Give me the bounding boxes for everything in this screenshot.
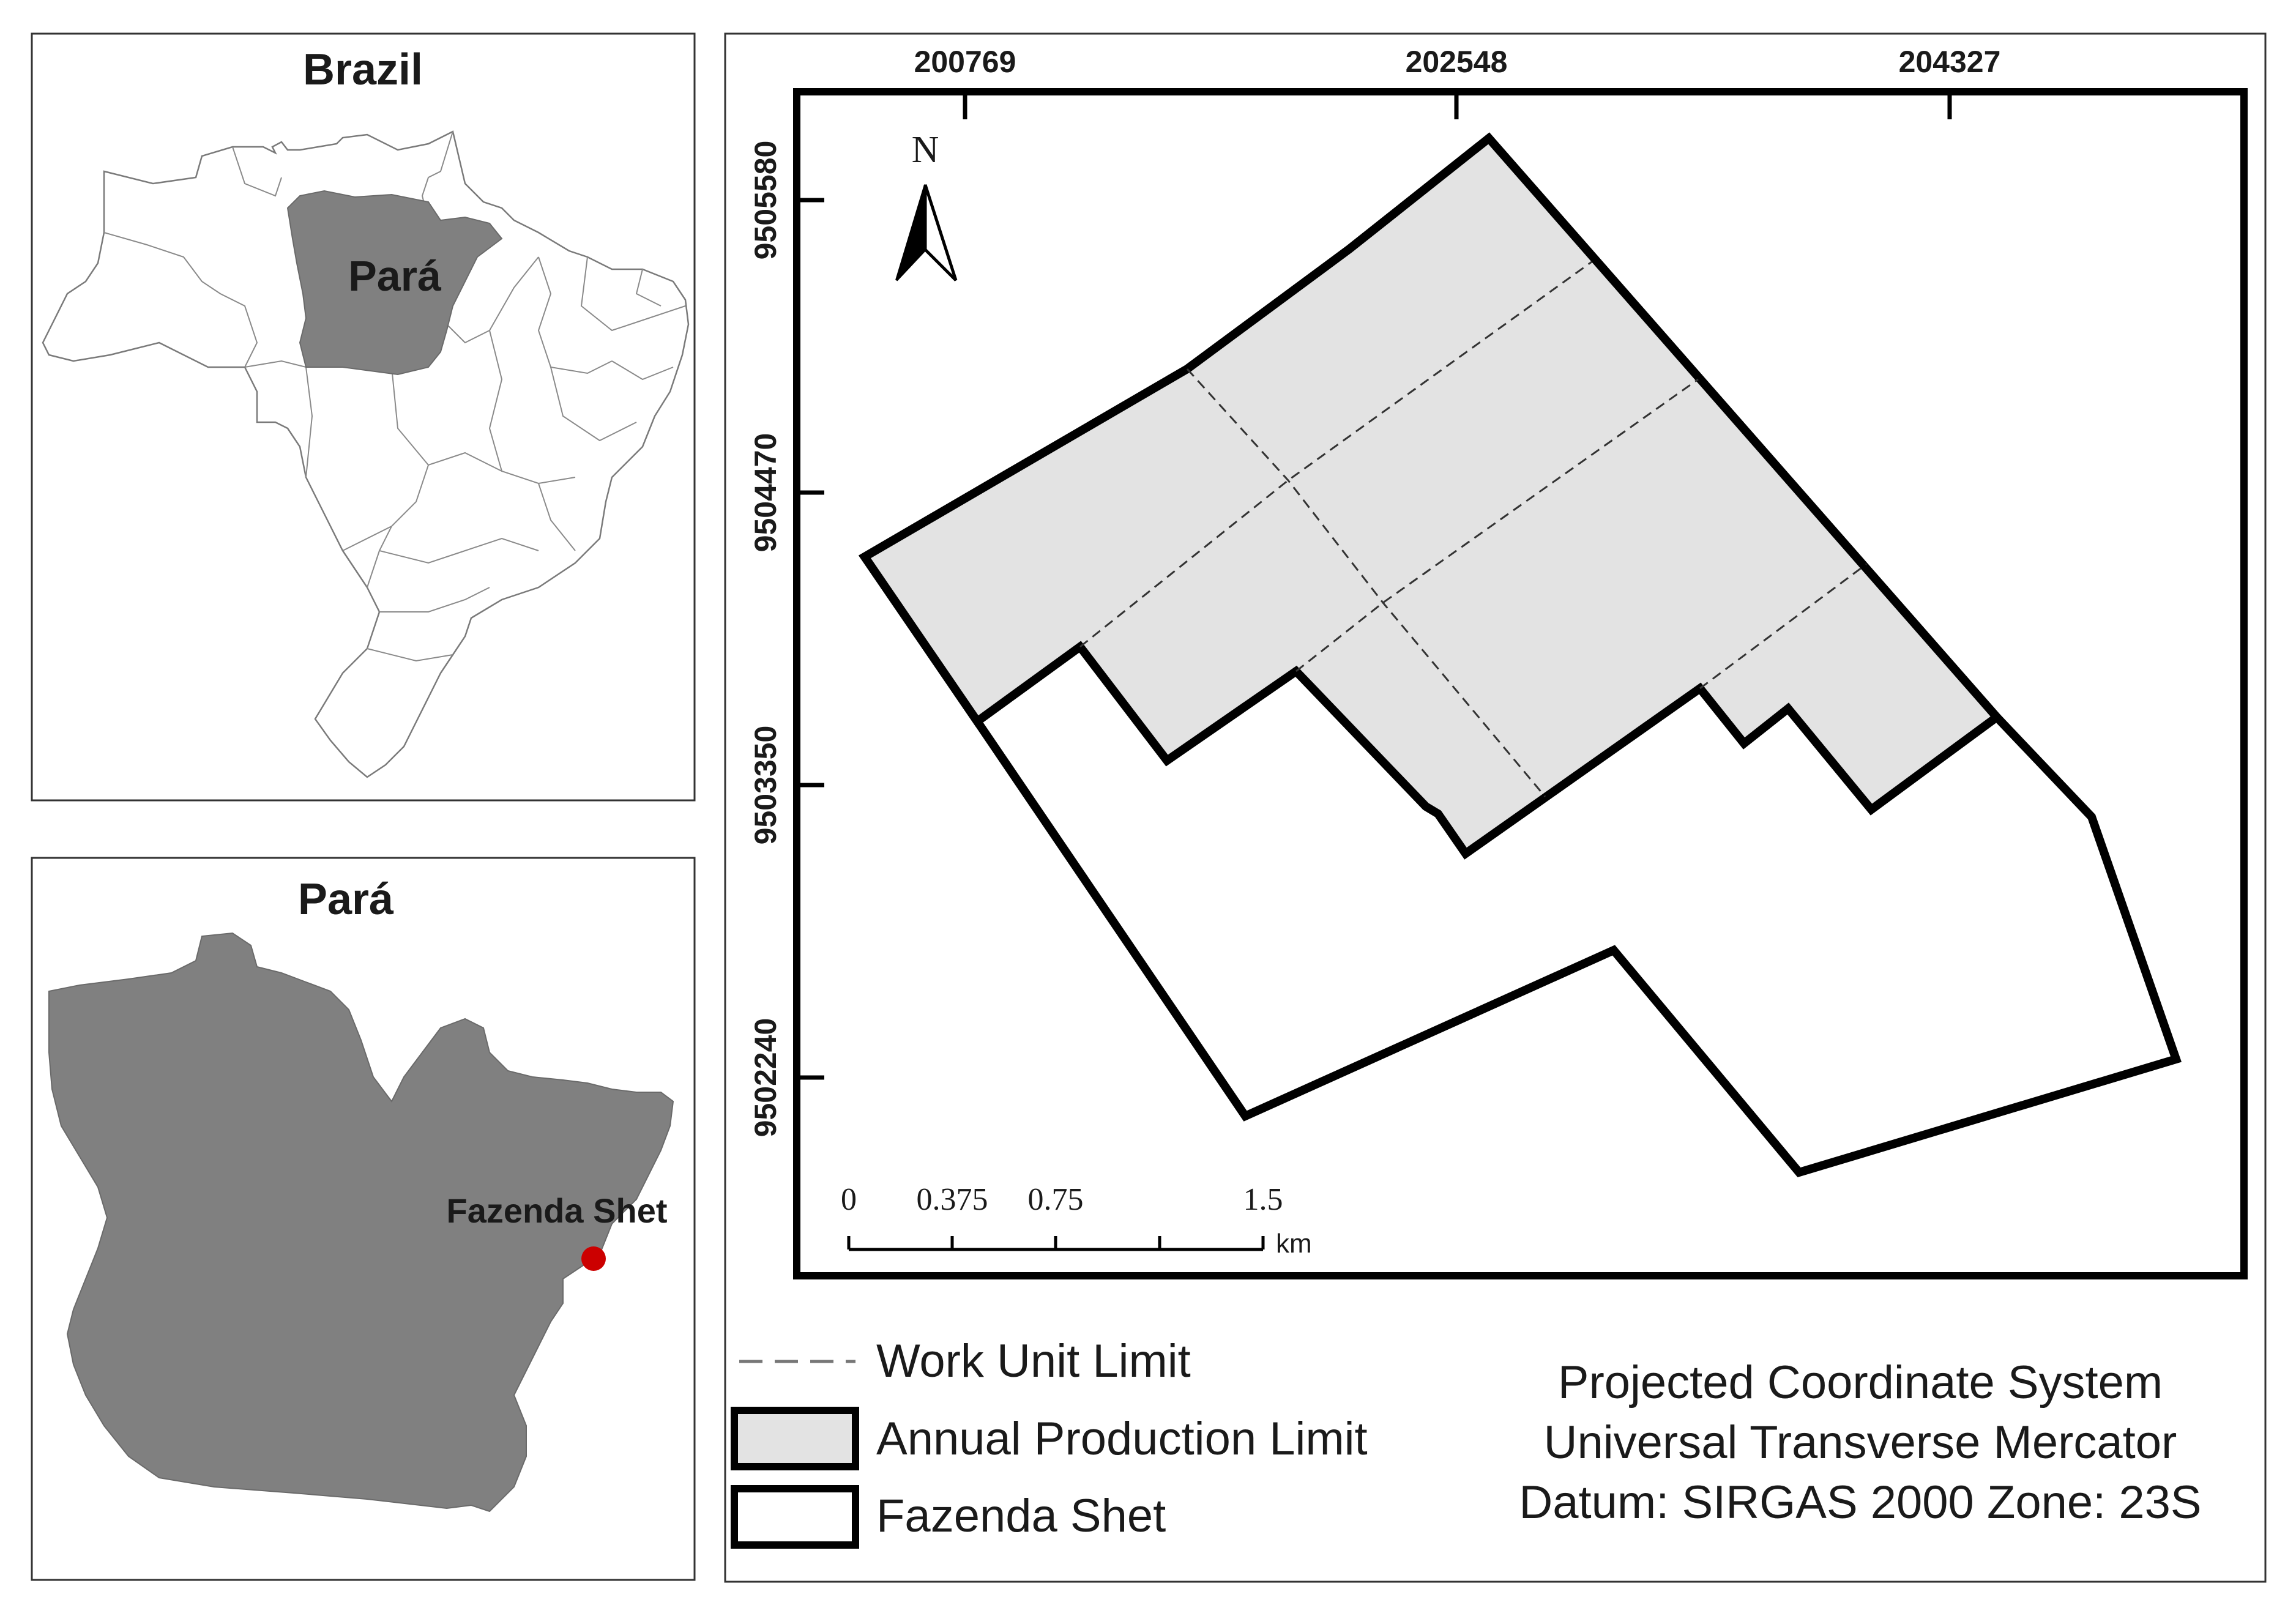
coordinate-system-text: Projected Coordinate System Universal Tr… — [1519, 1357, 2201, 1528]
legend-label-annual-production: Annual Production Limit — [876, 1413, 1368, 1465]
scale-label-075: 0.75 — [1028, 1182, 1084, 1217]
fazenda-shet-location-marker — [581, 1246, 606, 1271]
y-tick-label-4: 9502240 — [748, 1018, 783, 1138]
legend-label-fazenda-shet: Fazenda Shet — [876, 1490, 1166, 1542]
main-map-panel: 200769 202548 204327 9505580 9504470 950… — [724, 32, 2267, 1583]
crs-line-3: Datum: SIRGAS 2000 Zone: 23S — [1519, 1476, 2201, 1528]
brazil-inset-para-label: Pará — [348, 252, 442, 300]
scale-unit-label: km — [1276, 1229, 1312, 1259]
crs-line-2: Universal Transverse Mercator — [1544, 1417, 2177, 1469]
brazil-inset-title: Brazil — [303, 45, 423, 94]
y-axis-ticks — [797, 198, 824, 1080]
brazil-country-outline — [42, 130, 690, 778]
x-tick-label-3: 204327 — [1899, 45, 2001, 79]
scale-label-15: 1.5 — [1243, 1182, 1283, 1217]
scale-label-0375: 0.375 — [917, 1182, 988, 1217]
para-inset-title: Pará — [298, 875, 394, 924]
legend-grey-box-symbol — [731, 1407, 859, 1470]
scale-label-0: 0 — [841, 1182, 857, 1217]
x-axis-ticks — [963, 92, 1952, 119]
para-state-detailed-shape — [48, 932, 674, 1513]
north-arrow-label: N — [912, 129, 939, 171]
scale-bar: 0 0.375 0.75 1.5 km — [841, 1182, 1312, 1259]
fazenda-shet-point-label: Fazenda Shet — [447, 1191, 668, 1230]
legend: Work Unit Limit Annual Production Limit … — [731, 1335, 1368, 1549]
y-tick-label-2: 9504470 — [748, 433, 783, 553]
legend-white-box-symbol — [731, 1485, 859, 1549]
y-tick-label-3: 9503350 — [748, 726, 783, 845]
y-tick-label-1: 9505580 — [748, 141, 783, 260]
legend-label-work-unit: Work Unit Limit — [876, 1335, 1191, 1387]
para-inset-panel: Pará Fazenda Shet — [31, 857, 696, 1581]
work-unit-limit-lines — [1079, 261, 1867, 797]
crs-line-1: Projected Coordinate System — [1558, 1357, 2163, 1409]
brazil-inset-panel: Brazil Pará — [31, 32, 696, 802]
x-tick-label-2: 202548 — [1406, 45, 1508, 79]
north-arrow-icon: N — [895, 129, 958, 281]
para-state-shape — [286, 190, 503, 376]
x-tick-label-1: 200769 — [914, 45, 1016, 79]
